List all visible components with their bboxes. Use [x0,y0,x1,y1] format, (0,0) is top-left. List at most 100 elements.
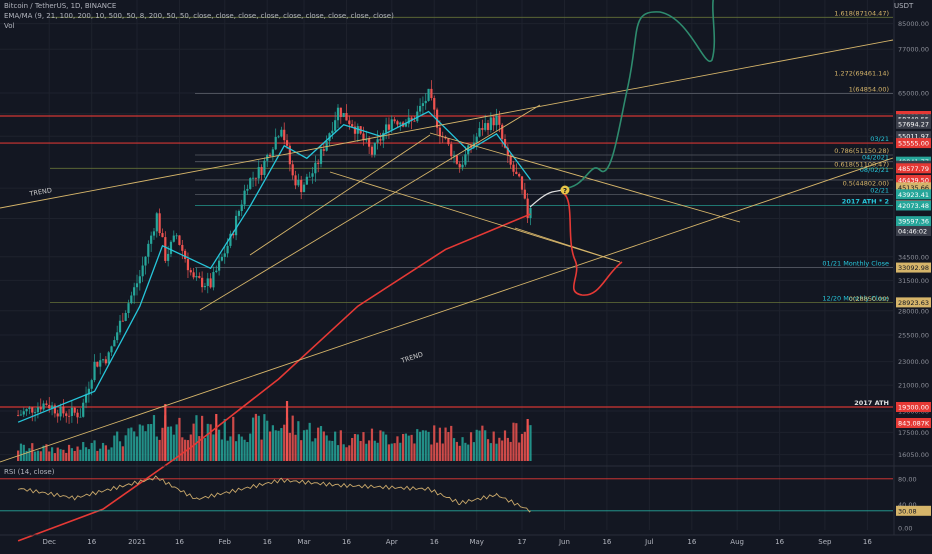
candle-body [107,352,110,364]
volume-bar [96,450,99,461]
candle-body [334,120,337,131]
volume-bar [447,431,450,461]
symbol-legend[interactable]: Bitcoin / TetherUS, 1D, BINANCE [4,2,117,10]
volume-bar [203,438,207,461]
candle-body [73,407,76,413]
trend-line-lower [0,157,894,463]
candle-body [430,88,433,99]
candle-body [56,413,59,417]
volume-bar [444,427,447,461]
candle-body [141,265,144,277]
volume-bar [311,441,314,461]
candle-body [158,213,161,234]
candle-body [96,361,99,367]
volume-bar [254,413,257,461]
volume-bar [33,451,37,461]
level-label: 1(64854.00) [849,86,889,94]
candle-body [447,138,450,145]
y-tick-label: 31500.00 [898,277,929,285]
price-axis-badge-label: 19300.00 [898,404,929,412]
volume-bar [336,445,340,461]
trend-line-upper [0,39,894,209]
y-tick-label: 28000.00 [898,307,929,315]
rsi-legend: RSI (14, close) [4,468,55,476]
vol-legend[interactable]: Vol [4,22,15,30]
candle-body [133,287,136,296]
volume-bar [413,443,416,461]
candle-body [300,179,303,193]
volume-bar [79,449,82,461]
candle-body [17,415,20,416]
volume-bar [62,449,65,461]
volume-bar [438,427,442,461]
volume-bar [99,448,102,461]
volume-bar [421,430,425,461]
candle-body [48,404,51,409]
candle-body [90,380,93,389]
volume-bar [385,434,388,461]
volume-bar [481,425,484,461]
volume-bar [407,435,410,461]
candle-body [288,145,291,165]
x-tick-label: May [469,538,483,546]
volume-bar [520,433,524,461]
y-tick-label: 16050.00 [898,451,929,459]
level-label: 08/02/21 [860,166,889,174]
candle-body [283,129,286,141]
volume-bar [249,433,252,461]
y-tick-label: 65000.00 [898,89,929,97]
candle-body [486,123,490,130]
price-axis-badge-label: 39597.36 [898,218,929,226]
volume-bar [464,442,467,461]
candle-body [240,204,243,212]
volume-bar [31,443,34,461]
x-tick-label: 2021 [128,538,146,546]
candle-body [268,154,272,157]
level-label: 1.272(69461.14) [834,70,889,78]
candle-body [45,403,48,405]
candle-body [42,403,45,410]
rsi-value-label: 30.08 [898,507,917,515]
candle-body [203,285,207,288]
candle-body [424,100,427,104]
volume-bar [36,450,40,461]
candle-body [438,127,442,137]
ema-legend[interactable]: EMA/MA (9, 21, 100, 200, 10, 500, 50, 8,… [4,12,394,20]
volume-bar [396,436,399,461]
volume-bar [28,448,31,461]
rsi-line [17,475,531,513]
volume-bar [486,439,490,461]
candle-body [520,176,524,190]
candle-body [104,359,107,364]
y-tick-label: 85000.00 [898,20,929,28]
price-axis-badge-label: 46439.50 [898,176,929,184]
x-tick-label: Sep [818,538,832,546]
volume-bar [523,431,526,461]
volume-bar [45,444,48,461]
volume-bar [138,424,141,461]
volume-bar [430,444,433,461]
projection-up-path [561,0,716,189]
volume-bar [84,447,88,461]
candle-body [322,149,325,151]
volume-bar [90,442,93,461]
volume-bar [184,439,187,461]
x-tick-label: Jun [558,538,570,546]
volume-bar [322,431,325,461]
price-axis-badge-label: 43923.41 [898,191,929,199]
candle-body [492,117,495,126]
candle-body [152,231,156,236]
candle-body [101,359,105,361]
price-axis-badge-label: 48577.79 [898,165,929,173]
candle-body [186,259,190,271]
candle-body [124,312,127,321]
volume-bar [164,404,167,461]
candle-body [291,164,294,176]
volume-bar [158,439,161,461]
wedge-line-inner [249,134,431,256]
y-tick-label: 23000.00 [898,358,929,366]
price-axis-badge-label: 42073.48 [898,202,929,210]
candle-body [475,136,478,143]
